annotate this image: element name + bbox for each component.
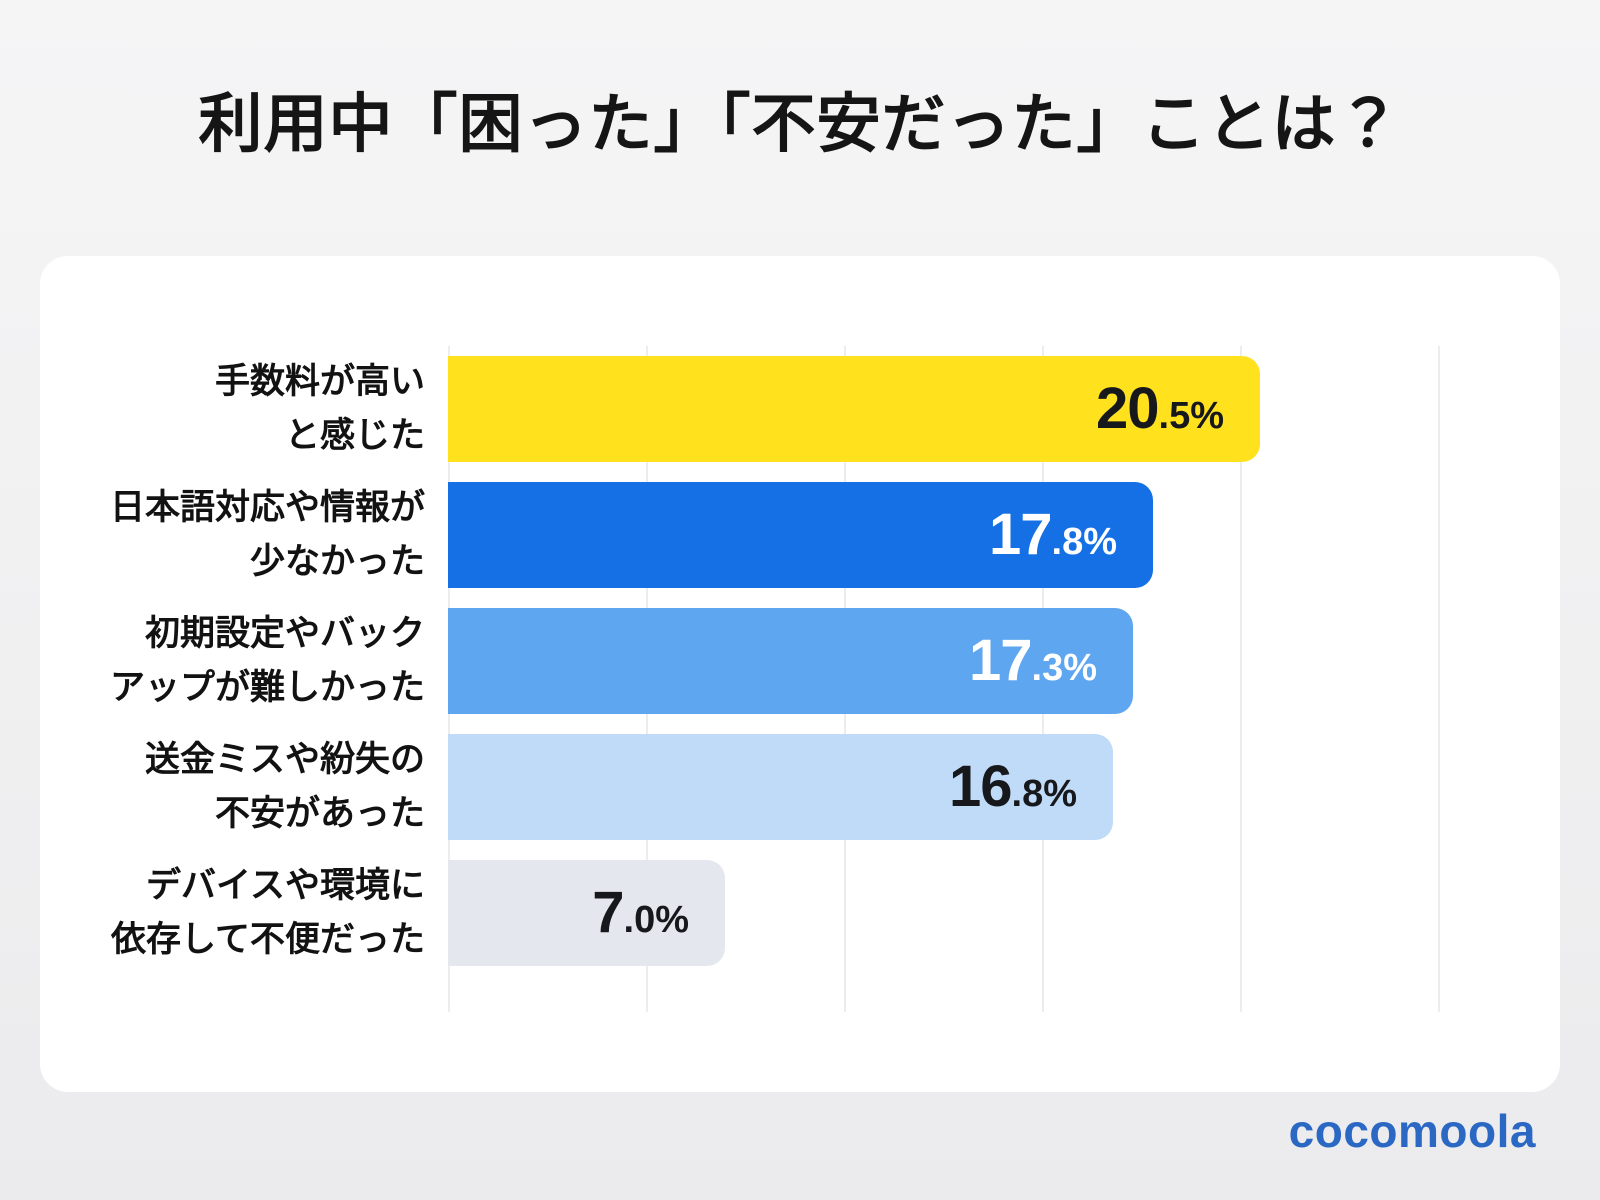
brand-logo: cocomoola	[1288, 1105, 1536, 1157]
value-label: 20.5%	[1096, 380, 1260, 438]
value-int: 20	[1096, 376, 1160, 441]
value-int: 17	[969, 628, 1033, 693]
value-label: 17.3%	[969, 632, 1133, 690]
value-int: 16	[949, 754, 1013, 819]
bar-row-device-dependency: デバイスや環境に 依存して不便だった 7.0%	[40, 860, 1560, 966]
bar-row-fees: 手数料が高い と感じた 20.5%	[40, 356, 1560, 462]
bar: 17.3%	[448, 608, 1133, 714]
category-label-line1: 送金ミスや紛失の	[144, 739, 425, 779]
category-label-line1: デバイスや環境に	[146, 865, 425, 905]
category-label-line1: 日本語対応や情報が	[109, 487, 425, 527]
category-label: 送金ミスや紛失の 不安があった	[40, 733, 425, 842]
category-label-line2: と感じた	[284, 416, 425, 455]
bar-chart: 手数料が高い と感じた 20.5% 日本語対応や情報が 少なかった 17.8% …	[40, 256, 1560, 1092]
category-label: 日本語対応や情報が 少なかった	[40, 481, 425, 590]
value-label: 7.0%	[592, 884, 725, 942]
gridline-20pct	[1240, 346, 1242, 1012]
value-frac: .0%	[623, 899, 689, 941]
value-int: 17	[989, 502, 1053, 567]
category-label: デバイスや環境に 依存して不便だった	[40, 859, 425, 968]
bar: 20.5%	[448, 356, 1260, 462]
category-label: 初期設定やバック アップが難しかった	[40, 607, 425, 716]
value-frac: .5%	[1158, 395, 1224, 437]
bar: 16.8%	[448, 734, 1113, 840]
value-frac: .8%	[1051, 521, 1117, 563]
value-frac: .8%	[1011, 773, 1077, 815]
value-label: 17.8%	[989, 506, 1153, 564]
gridline-25pct	[1438, 346, 1440, 1012]
bar-row-japanese-support: 日本語対応や情報が 少なかった 17.8%	[40, 482, 1560, 588]
bar: 17.8%	[448, 482, 1153, 588]
bar: 7.0%	[448, 860, 725, 966]
category-label: 手数料が高い と感じた	[40, 355, 425, 464]
category-label-line1: 初期設定やバック	[144, 613, 425, 653]
category-label-line2: 少なかった	[249, 542, 425, 581]
page-title: 利用中「困った」「不安だった」ことは？	[198, 88, 1402, 160]
category-label-line2: 不安があった	[214, 794, 425, 833]
value-int: 7	[592, 880, 624, 945]
bar-row-setup-backup: 初期設定やバック アップが難しかった 17.3%	[40, 608, 1560, 714]
category-label-line2: 依存して不便だった	[111, 920, 425, 959]
value-frac: .3%	[1031, 647, 1097, 689]
category-label-line2: アップが難しかった	[109, 668, 425, 707]
value-label: 16.8%	[949, 758, 1113, 816]
category-label-line1: 手数料が高い	[214, 361, 425, 401]
chart-card: 手数料が高い と感じた 20.5% 日本語対応や情報が 少なかった 17.8% …	[40, 256, 1560, 1092]
bar-row-transfer-loss: 送金ミスや紛失の 不安があった 16.8%	[40, 734, 1560, 840]
